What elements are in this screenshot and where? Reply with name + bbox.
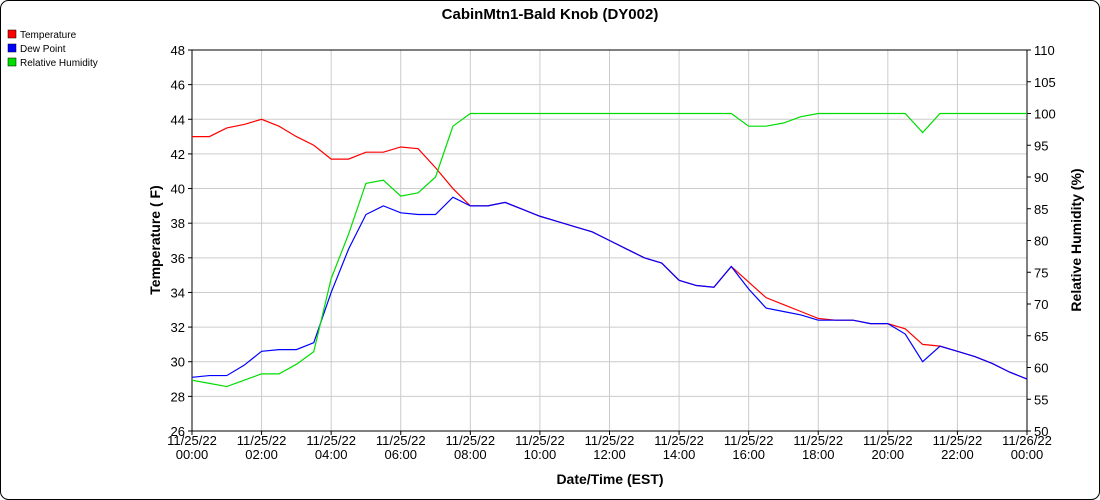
y2-tick-label: 50 xyxy=(1034,424,1048,439)
y2-tick-label: 95 xyxy=(1034,138,1048,153)
legend-label: Dew Point xyxy=(20,44,66,55)
x-tick-label-line: 11/25/22 xyxy=(237,433,287,448)
x-tick-label-line: 02:00 xyxy=(245,447,278,462)
y-tick-label: 42 xyxy=(171,147,185,162)
y-tick-label: 34 xyxy=(171,285,185,300)
y2-tick-label: 100 xyxy=(1034,107,1056,122)
x-tick-label: 11/25/22 08:00 xyxy=(446,433,496,462)
y-tick-label: 32 xyxy=(171,320,185,335)
y2-tick-label: 105 xyxy=(1034,75,1056,90)
y-tick-label: 36 xyxy=(171,251,185,266)
legend-label: Temperature xyxy=(20,30,77,41)
x-tick-label: 11/25/22 02:00 xyxy=(237,433,287,462)
y-tick-label: 38 xyxy=(171,216,185,231)
x-tick-label: 11/25/22 14:00 xyxy=(654,433,704,462)
series-line xyxy=(191,196,1028,380)
x-tick-label: 11/25/22 00:00 xyxy=(167,433,217,462)
x-tick-label: 11/25/22 22:00 xyxy=(933,433,983,462)
y2-tick-label: 55 xyxy=(1034,392,1048,407)
x-axis-title: Date/Time (EST) xyxy=(556,471,663,487)
x-tick-label-line: 11/25/22 xyxy=(167,433,217,448)
x-tick-label-line: 00:00 xyxy=(1011,447,1044,462)
x-tick-label-line: 00:00 xyxy=(176,447,209,462)
x-tick-label-line: 10:00 xyxy=(524,447,557,462)
x-tick-label-line: 22:00 xyxy=(941,447,974,462)
x-tick-label: 11/25/22 04:00 xyxy=(306,433,356,462)
x-tick-label-line: 20:00 xyxy=(872,447,905,462)
y2-tick-label: 75 xyxy=(1034,265,1048,280)
legend-swatch xyxy=(7,29,17,39)
legend-label: Relative Humidity xyxy=(20,58,98,69)
x-tick-label-line: 11/26/22 xyxy=(1002,433,1052,448)
x-tick-label-line: 11/25/22 xyxy=(515,433,565,448)
x-tick-label: 11/25/22 10:00 xyxy=(515,433,565,462)
x-tick-label-line: 14:00 xyxy=(663,447,696,462)
x-tick-label: 11/25/22 12:00 xyxy=(585,433,635,462)
x-tick-label: 11/26/22 00:00 xyxy=(1002,433,1052,462)
x-tick-label-line: 11/25/22 xyxy=(585,433,635,448)
x-tick-label-line: 11/25/22 xyxy=(933,433,983,448)
x-tick-label: 11/25/22 16:00 xyxy=(724,433,774,462)
plot-border xyxy=(191,49,1028,432)
x-tick-label-line: 11/25/22 xyxy=(793,433,843,448)
y-tick-label: 44 xyxy=(171,112,185,127)
series-line xyxy=(191,112,1027,388)
x-tick-label-line: 16:00 xyxy=(732,447,765,462)
y2-tick-label: 70 xyxy=(1034,297,1048,312)
x-tick-label-line: 04:00 xyxy=(315,447,348,462)
x-tick-label-line: 11/25/22 xyxy=(306,433,356,448)
x-tick-label: 11/25/22 18:00 xyxy=(793,433,843,462)
x-tick-label-line: 12:00 xyxy=(593,447,626,462)
x-tick-label-line: 11/25/22 xyxy=(376,433,426,448)
y-axis-title: Temperature ( F) xyxy=(147,185,163,294)
x-tick-label: 11/25/22 20:00 xyxy=(863,433,913,462)
y2-tick-label: 90 xyxy=(1034,170,1048,185)
y2-tick-label: 65 xyxy=(1034,329,1048,344)
chart-title: CabinMtn1-Bald Knob (DY002) xyxy=(442,6,659,23)
y2-tick-label: 80 xyxy=(1034,234,1048,249)
y-tick-label: 48 xyxy=(171,43,185,58)
y-tick-label: 46 xyxy=(171,78,185,93)
legend-swatch xyxy=(7,57,17,67)
x-tick-label-line: 08:00 xyxy=(454,447,487,462)
x-tick-label-line: 11/25/22 xyxy=(654,433,704,448)
y2-tick-label: 85 xyxy=(1034,202,1048,217)
y2-tick-label: 60 xyxy=(1034,361,1048,376)
y2-axis-title: Relative Humidity (%) xyxy=(1068,168,1084,311)
x-tick-label-line: 11/25/22 xyxy=(446,433,496,448)
x-tick-label: 11/25/22 06:00 xyxy=(376,433,426,462)
x-tick-label-line: 18:00 xyxy=(802,447,835,462)
y-tick-label: 40 xyxy=(171,182,185,197)
x-tick-label-line: 11/25/22 xyxy=(863,433,913,448)
y2-tick-label: 110 xyxy=(1034,43,1055,58)
y-tick-label: 28 xyxy=(171,389,185,404)
y-tick-label: 30 xyxy=(171,355,185,370)
x-tick-label-line: 11/25/22 xyxy=(724,433,774,448)
legend-swatch xyxy=(7,43,17,53)
x-tick-label-line: 06:00 xyxy=(384,447,417,462)
y-tick-label: 26 xyxy=(171,424,185,439)
